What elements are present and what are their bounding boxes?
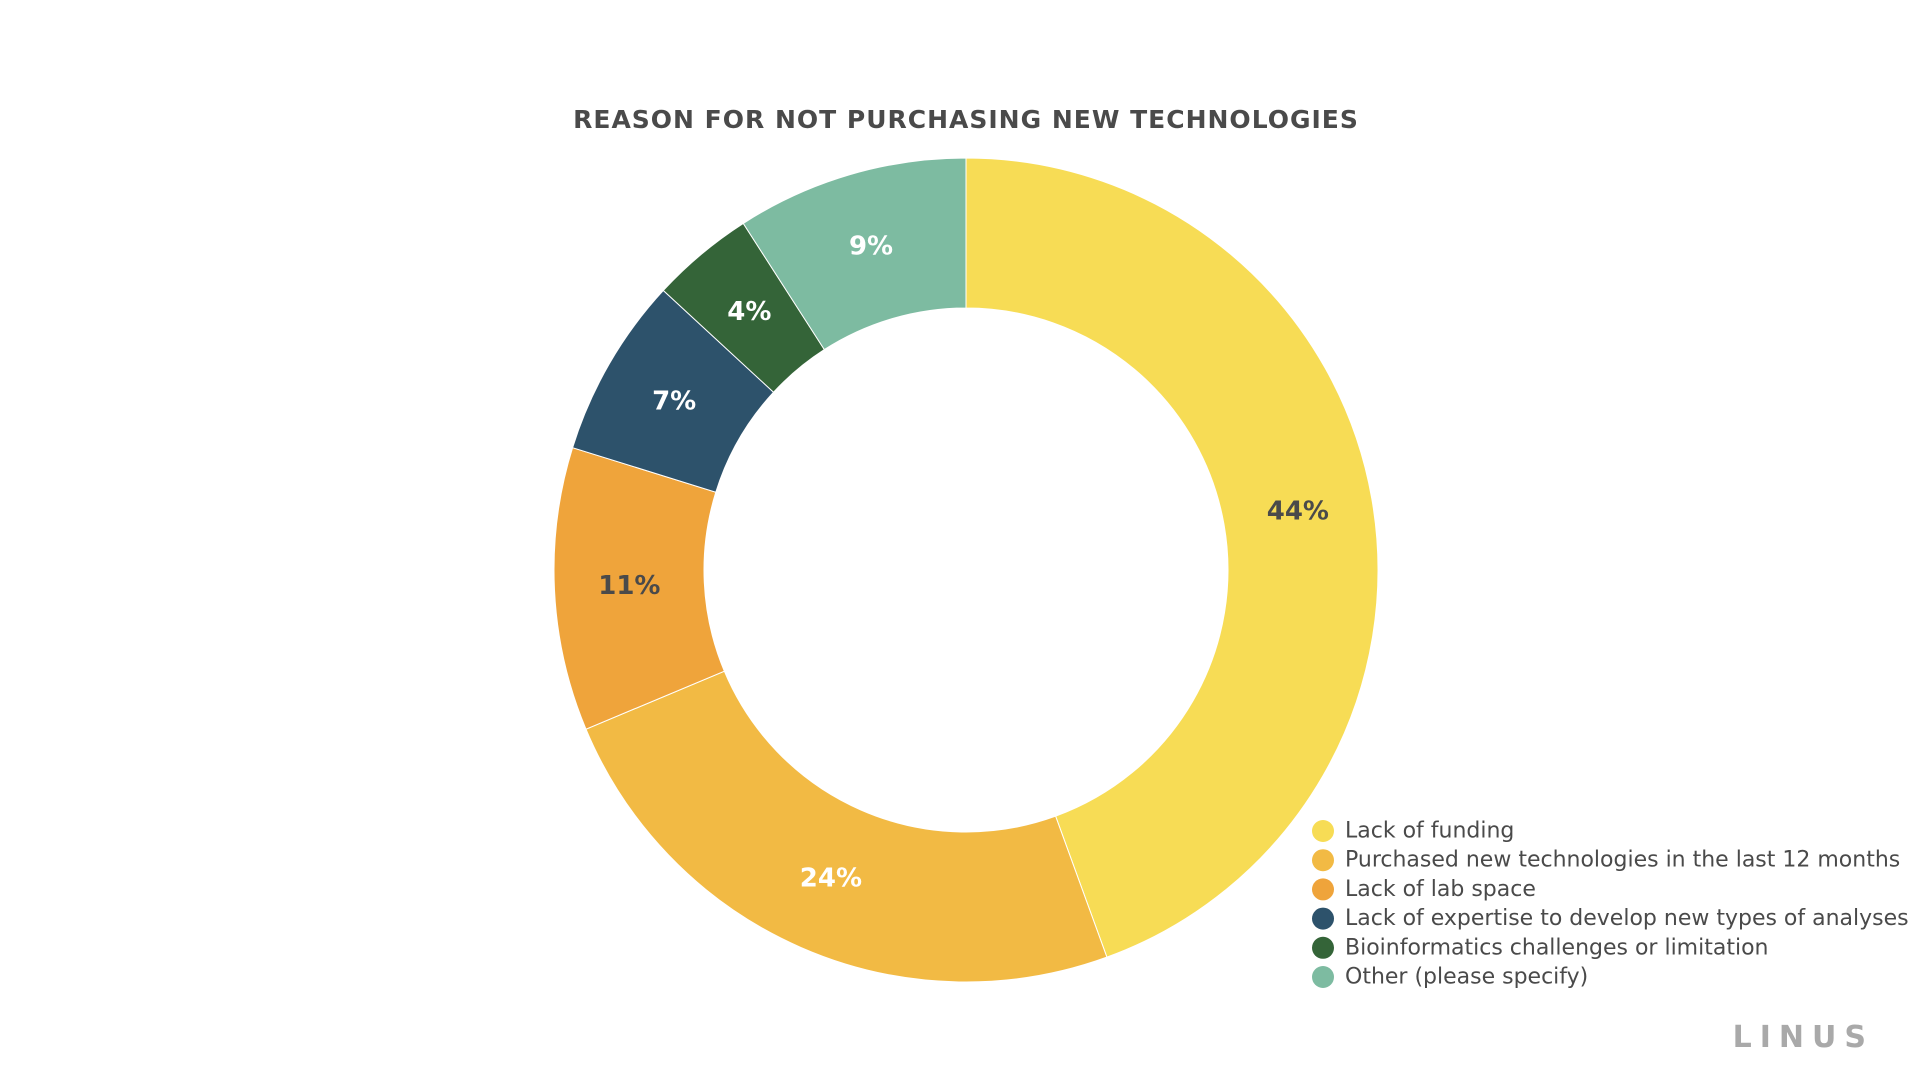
donut-slices (553, 157, 1379, 983)
legend-swatch-purchased-new-technologies-in-the-last-12-months (1312, 849, 1334, 872)
legend-label-purchased-new-technologies-in-the-last-12-months: Purchased new technologies in the last 1… (1345, 848, 1900, 873)
legend-label-lack-of-lab-space: Lack of lab space (1345, 877, 1536, 902)
legend-label-lack-of-expertise-to-develop-new-types-of-analyses: Lack of expertise to develop new types o… (1345, 906, 1909, 931)
chart-legend: Lack of funding Purchased new technologie… (1312, 819, 1909, 990)
legend-swatch-lack-of-expertise-to-develop-new-types-of-analyses (1312, 907, 1334, 930)
slice-label-bioinformatics-challenges-or-limitation: 4% (727, 297, 771, 327)
legend-label-lack-of-funding: Lack of funding (1345, 819, 1514, 844)
slice-purchased-new-technologies-in-the-last-12-months (585, 670, 1108, 983)
slice-label-purchased-new-technologies-in-the-last-12-months: 24% (800, 864, 862, 894)
slice-label-other-please-specify: 9% (849, 232, 893, 262)
slice-lack-of-funding (965, 157, 1379, 958)
donut-slice-labels: 44% 24% 11% 7% 4% 9% (598, 232, 1329, 894)
legend-swatch-lack-of-lab-space (1312, 878, 1334, 901)
brand-logo: LINUS (1733, 1020, 1874, 1055)
legend-label-bioinformatics-challenges-or-limitation: Bioinformatics challenges or limitation (1345, 935, 1768, 960)
slice-label-lack-of-expertise-to-develop-new-types-of-analyses: 7% (652, 387, 696, 417)
slice-other-please-specify (742, 157, 967, 351)
legend-swatch-other-please-specify (1312, 966, 1334, 988)
legend-swatch-bioinformatics-challenges-or-limitation (1312, 936, 1334, 959)
legend-swatch-lack-of-funding (1312, 820, 1334, 842)
legend-label-other-please-specify: Other (please specify) (1345, 965, 1588, 990)
slice-label-lack-of-funding: 44% (1267, 496, 1329, 526)
slice-label-lack-of-lab-space: 11% (598, 571, 660, 601)
chart-title: REASON FOR NOT PURCHASING NEW TECHNOLOGI… (573, 105, 1359, 134)
